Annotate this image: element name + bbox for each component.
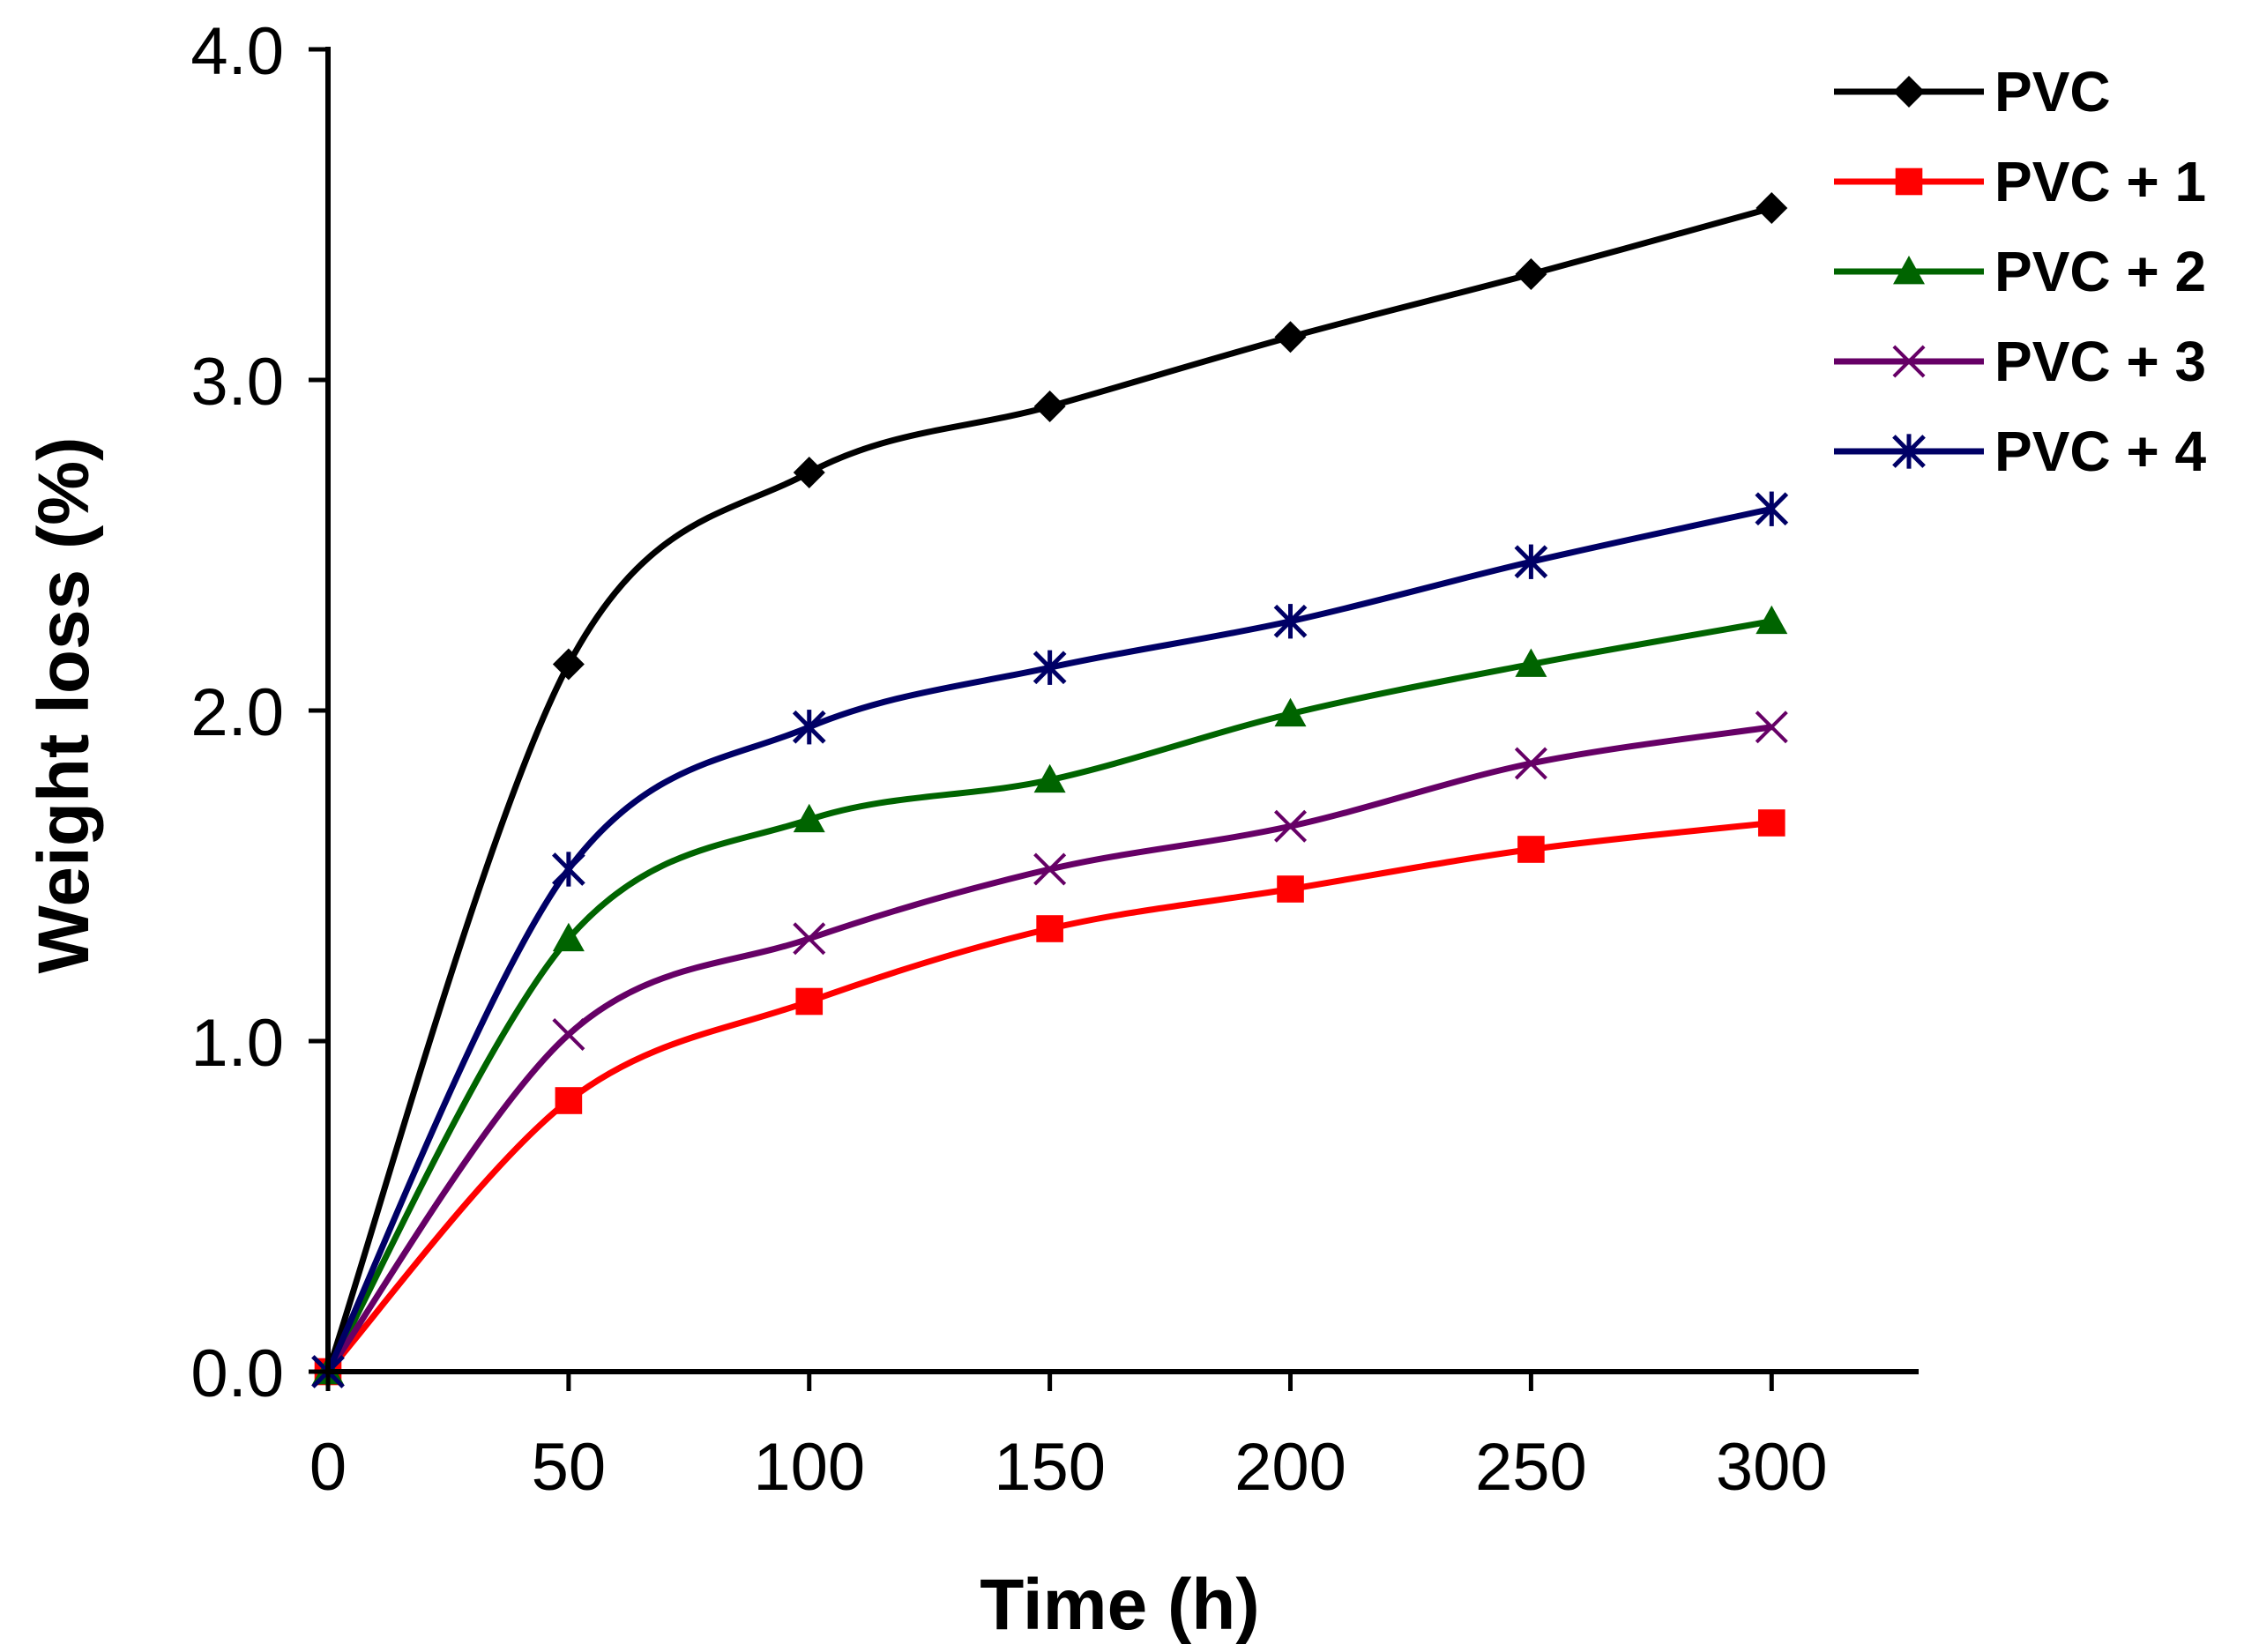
legend-item-pvc-1: PVC + 1 (1834, 150, 2206, 213)
x-tick-label: 50 (532, 1430, 607, 1505)
data-point-pvc-1 (1277, 875, 1304, 903)
data-point-pvc-2 (1274, 697, 1307, 727)
series-pvc-4 (311, 491, 1789, 1389)
data-point-pvc-3-stroke (1514, 747, 1547, 780)
x-tick-label: 200 (1234, 1430, 1346, 1505)
axes (325, 47, 1919, 1374)
data-point-pvc-3-stroke (1755, 711, 1788, 744)
y-axis-ticks: 0.0 1.0 2.0 3.0 4.0 (190, 14, 328, 1411)
data-point-pvc (552, 648, 585, 681)
legend-label: PVC (1994, 60, 2111, 123)
data-point-pvc-4 (552, 852, 585, 887)
legend-marker-stroke (1892, 345, 1926, 378)
series-pvc-3 (311, 711, 1788, 1388)
data-point-pvc-1 (555, 1087, 583, 1114)
data-point-pvc-2 (552, 922, 585, 952)
data-point-pvc-3 (552, 1017, 585, 1052)
legend-marker (1892, 345, 1926, 378)
data-point-pvc-3 (1033, 852, 1067, 886)
legend-marker (1895, 167, 1923, 196)
data-point-pvc-3-stroke (1033, 852, 1067, 886)
series-line-pvc-3 (325, 724, 1772, 1374)
legend-label: PVC + 2 (1994, 240, 2206, 303)
data-point-pvc-4 (1514, 544, 1548, 579)
data-point-pvc (1515, 258, 1547, 290)
legend-item-pvc: PVC (1834, 60, 2111, 123)
legend-marker (1893, 256, 1925, 285)
data-point-pvc-3 (1514, 747, 1547, 780)
legend-label: PVC + 4 (1994, 420, 2207, 483)
data-point-pvc-1 (1517, 836, 1545, 863)
series-pvc (312, 192, 1788, 1388)
x-axis-title: Time (h) (980, 1565, 1259, 1645)
data-point-pvc-4 (1755, 491, 1789, 526)
data-point-pvc-3 (1274, 809, 1308, 843)
data-point-pvc-1 (1757, 809, 1786, 837)
data-point-pvc-3-stroke (552, 1017, 585, 1052)
data-point-pvc-1 (1036, 915, 1063, 942)
series-pvc-1 (314, 809, 1786, 1386)
data-point-pvc-1 (795, 987, 824, 1016)
legend-item-pvc-3: PVC + 3 (1834, 330, 2206, 393)
series-pvc-2 (312, 605, 1788, 1385)
series-line-pvc-2 (324, 618, 1772, 1373)
x-tick-label: 150 (994, 1430, 1106, 1505)
data-point-pvc-2 (1515, 648, 1547, 677)
legend-item-pvc-4: PVC + 4 (1834, 420, 2207, 483)
data-point-pvc-2 (1756, 605, 1788, 635)
series-line-pvc-4 (324, 505, 1773, 1373)
legend-label: PVC + 1 (1994, 150, 2206, 213)
legend-marker (1892, 434, 1926, 469)
y-tick-label: 4.0 (190, 14, 284, 89)
data-point-pvc-4 (792, 710, 826, 745)
data-point-pvc (793, 457, 825, 488)
data-point-pvc-2 (793, 803, 825, 833)
y-tick-label: 1.0 (190, 1006, 284, 1081)
y-axis-title: Weight loss (%) (24, 437, 104, 974)
x-tick-label: 250 (1475, 1430, 1587, 1505)
data-point-pvc (1756, 192, 1788, 224)
data-point-pvc (1274, 321, 1307, 353)
data-point-pvc-4 (1273, 604, 1308, 639)
legend-label: PVC + 3 (1994, 330, 2206, 393)
legend: PVC PVC + 1 PVC + 2 PVC + 3 PVC + 4 (1834, 60, 2207, 483)
x-axis-ticks: 0 50 100 150 200 250 300 (309, 1372, 1828, 1505)
data-point-pvc-3-stroke (1274, 809, 1308, 843)
x-tick-label: 0 (309, 1430, 347, 1505)
legend-item-pvc-2: PVC + 2 (1834, 240, 2206, 303)
data-point-pvc-3-stroke (793, 922, 826, 956)
data-point-pvc-2 (1033, 763, 1066, 793)
series-line-pvc (324, 205, 1773, 1373)
y-tick-label: 0.0 (190, 1336, 284, 1411)
data-point-pvc-3 (1755, 711, 1788, 744)
data-point-pvc-3 (793, 922, 826, 956)
x-tick-label: 100 (753, 1430, 865, 1505)
plot-series (311, 192, 1789, 1389)
legend-marker (1893, 76, 1925, 108)
data-point-pvc-4 (1033, 650, 1067, 685)
data-point-pvc (1033, 391, 1066, 422)
y-tick-label: 3.0 (190, 345, 284, 420)
x-tick-label: 300 (1716, 1430, 1828, 1505)
y-tick-label: 2.0 (190, 675, 284, 750)
